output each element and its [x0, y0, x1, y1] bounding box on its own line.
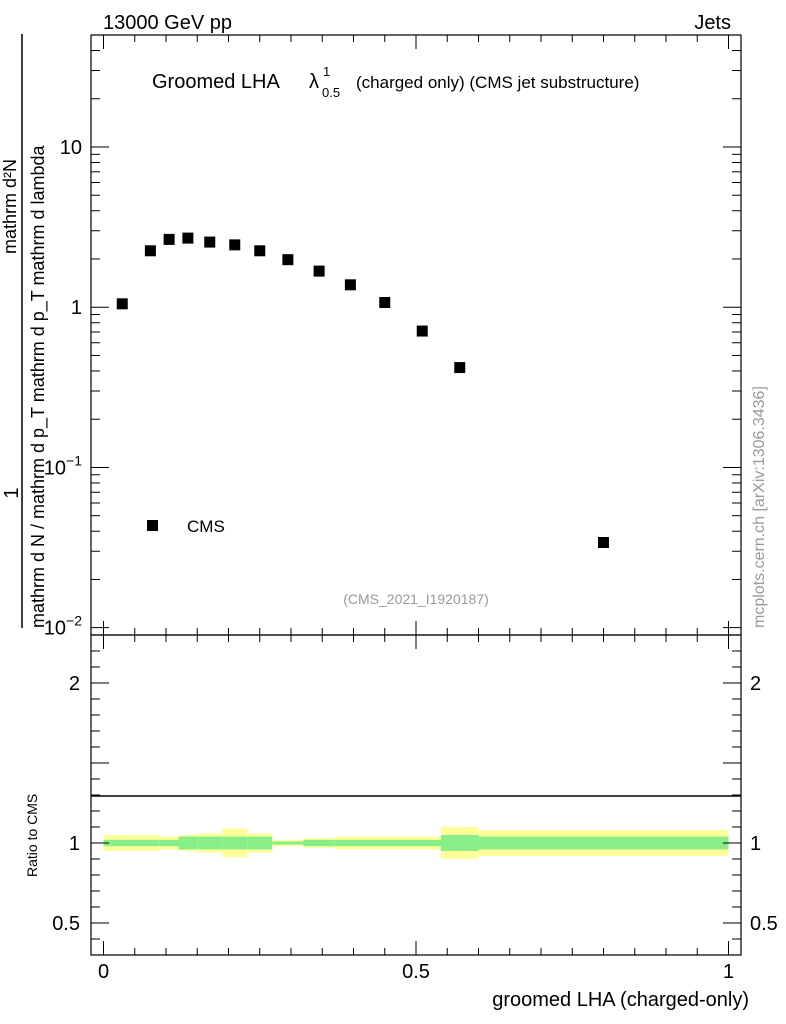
ratio-y-tick-label-right: 0.5	[750, 913, 778, 935]
data-point	[116, 298, 128, 310]
ratio-y-axis-label: Ratio to CMS	[24, 794, 40, 877]
ratio-band-inner	[247, 836, 273, 850]
watermark: mcplots.cern.ch [arXiv:1306.3436]	[751, 386, 768, 628]
data-point	[379, 297, 391, 309]
analysis-id: (CMS_2021_I1920187)	[343, 591, 489, 607]
data-point	[416, 325, 428, 337]
ratio-band-inner	[334, 839, 441, 847]
plot-title-subscript: 0.5	[322, 85, 340, 100]
ratio-band-inner	[441, 835, 479, 851]
main-y-tick-label: 10−1	[44, 452, 82, 479]
data-point	[344, 279, 356, 291]
ratio-y-tick-label-left: 1	[69, 833, 80, 855]
y-label-numerator: 1	[1, 487, 23, 498]
x-axis-label: groomed LHA (charged-only)	[492, 989, 749, 1011]
data-point	[454, 362, 466, 374]
data-points	[116, 232, 609, 549]
ratio-ticks	[91, 634, 741, 956]
ratio-frame	[90, 634, 742, 956]
data-point	[144, 245, 156, 257]
data-point	[163, 233, 175, 245]
ratio-band-inner	[178, 836, 198, 850]
data-point	[204, 236, 216, 248]
ratio-y-tick-label-left: 0.5	[52, 913, 80, 935]
main-y-tick-labels: 10−2 10−1 1 10	[44, 137, 82, 640]
ratio-y-tick-label-left: 2	[69, 673, 80, 695]
ratio-y-tick-label-right: 1	[750, 833, 761, 855]
ratio-y-tick-labels: 0.5 0.5 1 1 2 2	[52, 673, 778, 935]
main-frame	[90, 34, 742, 636]
legend-marker-cms	[147, 520, 158, 531]
data-point	[182, 232, 194, 244]
y-label-numerator-dN: mathrm d²N	[0, 159, 20, 254]
main-panel: 10−2 10−1 1 10 Groomed LHA λ 1 0.5 (charged…	[44, 34, 742, 640]
data-point	[313, 265, 325, 277]
ratio-panel: 0.5 0.5 1 1 2 2 Ratio to CMS	[24, 634, 778, 956]
data-point	[229, 239, 241, 251]
data-point	[254, 245, 266, 257]
header-energy: 13000 GeV pp	[103, 12, 232, 34]
x-tick-labels: 0 0.5 1	[98, 961, 734, 983]
ratio-band-inner	[303, 839, 335, 847]
x-tick-label: 1	[723, 961, 734, 983]
ratio-y-tick-label-right: 2	[750, 673, 761, 695]
header-process: Jets	[694, 12, 731, 34]
plot-title-prefix: Groomed LHA	[152, 71, 280, 93]
data-point	[282, 254, 294, 266]
ratio-band-inner	[222, 836, 248, 850]
main-y-tick-label: 1	[71, 297, 82, 319]
plot-title-lambda: λ	[309, 71, 319, 93]
x-tick-label: 0	[98, 961, 109, 983]
main-y-tick-label: 10−2	[44, 613, 82, 640]
main-ticks	[91, 34, 741, 636]
x-tick-label: 0.5	[402, 961, 430, 983]
plot-title-suffix: (charged only) (CMS jet substructure)	[356, 73, 639, 92]
ratio-band-inner	[103, 839, 160, 847]
ratio-band-inner	[197, 836, 223, 850]
data-point	[598, 537, 609, 549]
main-y-axis-label: 1 mathrm d N / mathrm d p_T mathrm d p_T…	[0, 34, 49, 628]
ratio-bands	[103, 827, 729, 859]
plot-title-superscript: 1	[323, 64, 330, 79]
legend-label-cms: CMS	[187, 517, 225, 536]
main-y-tick-label: 10	[60, 137, 82, 159]
ratio-band-inner	[478, 836, 729, 850]
ratio-band-inner	[272, 841, 304, 845]
y-label-denominator: mathrm d N / mathrm d p_T mathrm d p_T m…	[28, 145, 49, 628]
ratio-band-inner	[159, 839, 179, 847]
